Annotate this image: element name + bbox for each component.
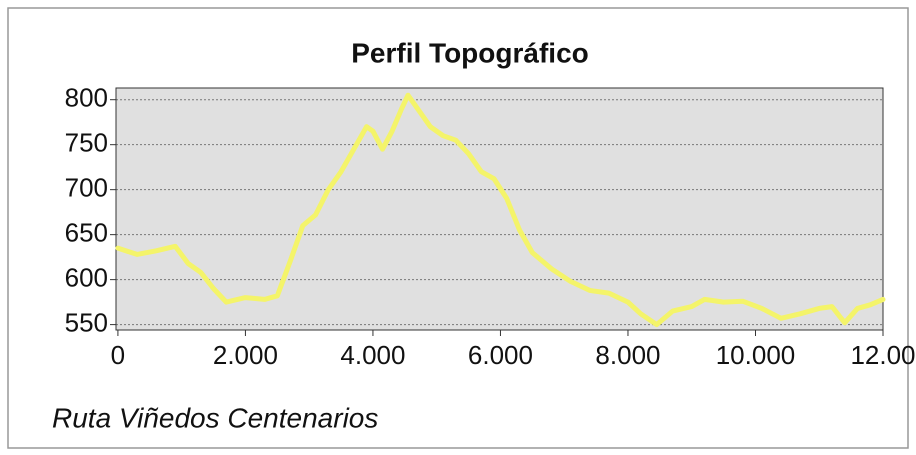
chart-title: Perfil Topográfico (351, 37, 589, 68)
y-tick-label: 600 (65, 262, 108, 292)
x-tick-label: 4.000 (340, 340, 405, 370)
x-tick-label: 2.000 (213, 340, 278, 370)
y-tick-label: 750 (65, 128, 108, 158)
plot-area (116, 88, 883, 330)
y-tick-label: 650 (65, 218, 108, 248)
y-tick-label: 550 (65, 307, 108, 337)
y-tick-label: 700 (65, 173, 108, 203)
profile-line (115, 92, 886, 328)
x-tick-label: 8.000 (595, 340, 660, 370)
x-tick-label: 6.000 (468, 340, 533, 370)
plot-border (115, 87, 884, 331)
x-tick-label: 0 (111, 340, 125, 370)
x-tick-label: 12.00 (850, 340, 915, 370)
y-tick-label: 800 (65, 83, 108, 113)
x-axis-label: Ruta Viñedos Centenarios (52, 402, 378, 433)
x-tick-label: 10.000 (716, 340, 796, 370)
